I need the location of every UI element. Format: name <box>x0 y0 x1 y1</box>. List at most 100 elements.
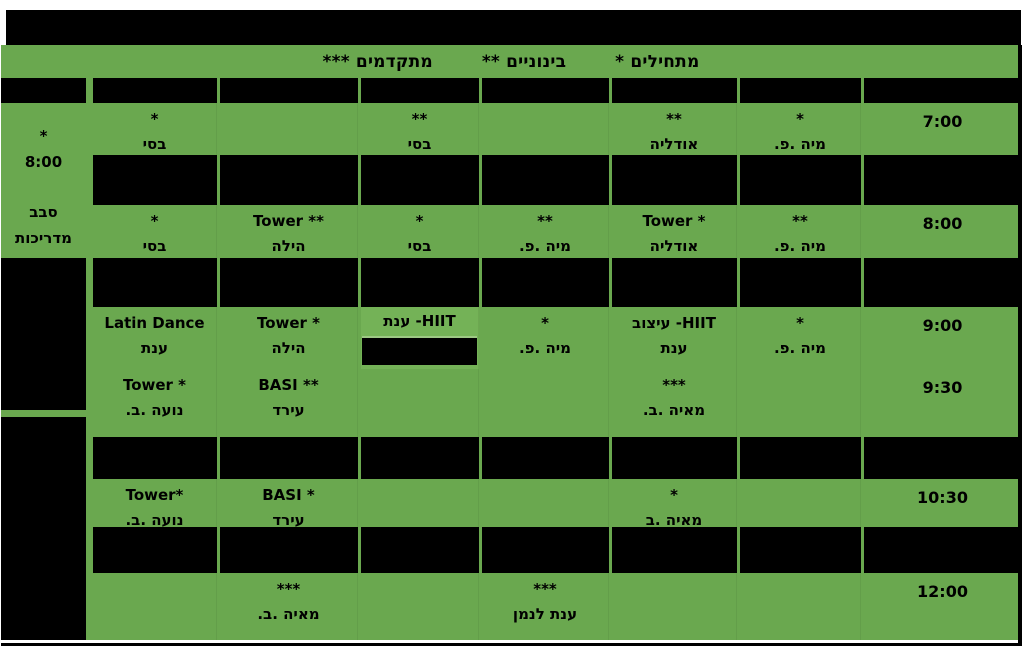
class-name: * <box>796 314 804 332</box>
side-divider <box>1 410 86 417</box>
instructor-name: מיה .פ. <box>518 237 572 255</box>
empty-cell[interactable] <box>220 103 358 155</box>
side-note-time: 8:00 <box>24 153 63 171</box>
side-note-rotation-1: סבב <box>29 203 58 221</box>
class-cell[interactable]: * מיה .פ. <box>740 307 861 369</box>
instructor-name: נועה .ב. <box>125 401 184 419</box>
level-legend-text: מתחילים * בינוניים ** מתקדמים *** <box>322 51 700 72</box>
empty-cell[interactable] <box>740 369 861 437</box>
spacer-cell <box>482 437 609 479</box>
spacer-cell <box>220 437 358 479</box>
spacer-cell <box>612 527 737 573</box>
class-cell[interactable]: Tower * אודליה <box>612 205 737 258</box>
class-cell[interactable]: * מאיה .ב <box>612 479 737 529</box>
side-note-star: * <box>39 127 48 145</box>
empty-cell[interactable] <box>482 479 609 527</box>
spacer-cell <box>740 527 861 573</box>
schedule-row-8:00: 8:00 ** מיה .פ. Tower * אודליה ** מיה .פ. * בסי T… <box>89 205 1021 258</box>
class-name: BASI * <box>262 486 315 504</box>
class-cell[interactable]: ** בסי <box>361 103 479 155</box>
empty-cell[interactable] <box>482 369 609 437</box>
empty-cell[interactable] <box>361 573 479 640</box>
day-header-cell <box>864 78 1021 103</box>
class-cell[interactable]: Tower * נועה .ב. <box>93 369 217 437</box>
class-cell[interactable]: * מיה .פ. <box>482 307 609 369</box>
class-cell[interactable]: * בסי <box>93 205 217 258</box>
empty-cell[interactable] <box>740 479 861 527</box>
instructor-name: הילה <box>271 237 306 255</box>
spacer-cell <box>220 258 358 307</box>
timetable-sheet: מתחילים * בינוניים ** מתקדמים *** * 8:00… <box>1 10 1022 646</box>
class-name: * <box>150 212 159 230</box>
class-cell[interactable]: Tower ** הילה <box>220 205 358 258</box>
side-note-cell[interactable]: * 8:00 סבב מדריכות <box>1 103 86 258</box>
spacer-row <box>89 437 1021 479</box>
class-cell[interactable]: * מיה .פ. <box>740 103 861 155</box>
day-header-cell <box>740 78 861 103</box>
time-cell[interactable]: 9:30 <box>864 369 1021 437</box>
day-header-cell <box>361 78 479 103</box>
spacer-cell <box>864 155 1021 205</box>
class-cell[interactable]: Latin Dance ענת <box>93 307 217 369</box>
empty-cell[interactable] <box>482 103 609 155</box>
schedule-row-10:30: 10:30 * מאיה .ב BASI * עירד Tower* נועה .ב. <box>89 479 1021 529</box>
side-redacted-block <box>1 417 86 640</box>
spacer-cell <box>93 155 217 205</box>
instructor-name: ענת <box>660 339 688 357</box>
side-note-spacer <box>1 175 86 199</box>
spacer-cell <box>220 527 358 573</box>
schedule-grid: * 8:00 סבב מדריכות 7:00 * מיה .פ. ** אודליה *… <box>1 78 1021 640</box>
class-name: ** <box>537 212 553 230</box>
instructor-name: עירד <box>272 401 305 419</box>
time-cell[interactable]: 7:00 <box>864 103 1021 155</box>
class-cell[interactable]: BASI ** עירד <box>220 369 358 437</box>
class-name: * <box>796 110 804 128</box>
class-cell[interactable]: * בסי <box>361 205 479 258</box>
day-header-cell <box>612 78 737 103</box>
time-cell[interactable]: 12:00 <box>864 573 1021 640</box>
class-cell[interactable]: Tower * הילה <box>220 307 358 369</box>
instructor-name: מאיה .ב <box>645 511 703 529</box>
empty-cell[interactable] <box>740 573 861 640</box>
empty-cell[interactable] <box>361 479 479 527</box>
spacer-cell <box>361 258 479 307</box>
instructor-name: מאיה .ב. <box>642 401 706 419</box>
class-cell[interactable]: ** מיה .פ. <box>482 205 609 258</box>
class-cell[interactable]: ** מיה .פ. <box>740 205 861 258</box>
class-name: * <box>415 212 424 230</box>
time-cell[interactable]: 9:00 <box>864 307 1021 369</box>
spacer-cell <box>220 155 358 205</box>
time-cell[interactable]: 10:30 <box>864 479 1021 527</box>
class-cell[interactable]: BASI * עירד <box>220 479 358 529</box>
class-name: Tower* <box>125 486 184 504</box>
instructor-name: עירד <box>272 511 305 529</box>
class-name: *** <box>662 376 686 394</box>
instructor-name: ענת <box>140 339 169 357</box>
spacer-row <box>89 258 1021 307</box>
spacer-cell <box>740 258 861 307</box>
class-cell[interactable]: Tower* נועה .ב. <box>93 479 217 529</box>
class-cell[interactable]: *** מאיה .ב. <box>612 369 737 437</box>
time-cell[interactable]: 8:00 <box>864 205 1021 258</box>
spacer-cell <box>482 258 609 307</box>
class-cell[interactable]: *** ענת לנמן <box>482 573 609 640</box>
day-header-cell <box>93 78 217 103</box>
class-cell[interactable]: HIIT- ענת <box>361 307 479 369</box>
empty-cell[interactable] <box>93 573 217 640</box>
class-cell[interactable]: ** אודליה <box>612 103 737 155</box>
class-name: ** <box>411 110 428 128</box>
class-cell[interactable]: *** מאיה .ב. <box>220 573 358 640</box>
class-cell[interactable]: * בסי <box>93 103 217 155</box>
spacer-cell <box>93 258 217 307</box>
spacer-cell <box>612 258 737 307</box>
instructor-name: בסי <box>407 135 432 153</box>
empty-cell[interactable] <box>612 573 737 640</box>
empty-cell[interactable] <box>361 369 479 437</box>
class-name: HIIT- עיצוב <box>632 314 716 332</box>
level-legend: מתחילים * בינוניים ** מתקדמים *** <box>1 45 1021 78</box>
class-name: Tower * <box>256 314 321 332</box>
spacer-cell <box>612 437 737 479</box>
class-cell[interactable]: HIIT- עיצוב ענת <box>612 307 737 369</box>
spacer-cell <box>361 527 479 573</box>
